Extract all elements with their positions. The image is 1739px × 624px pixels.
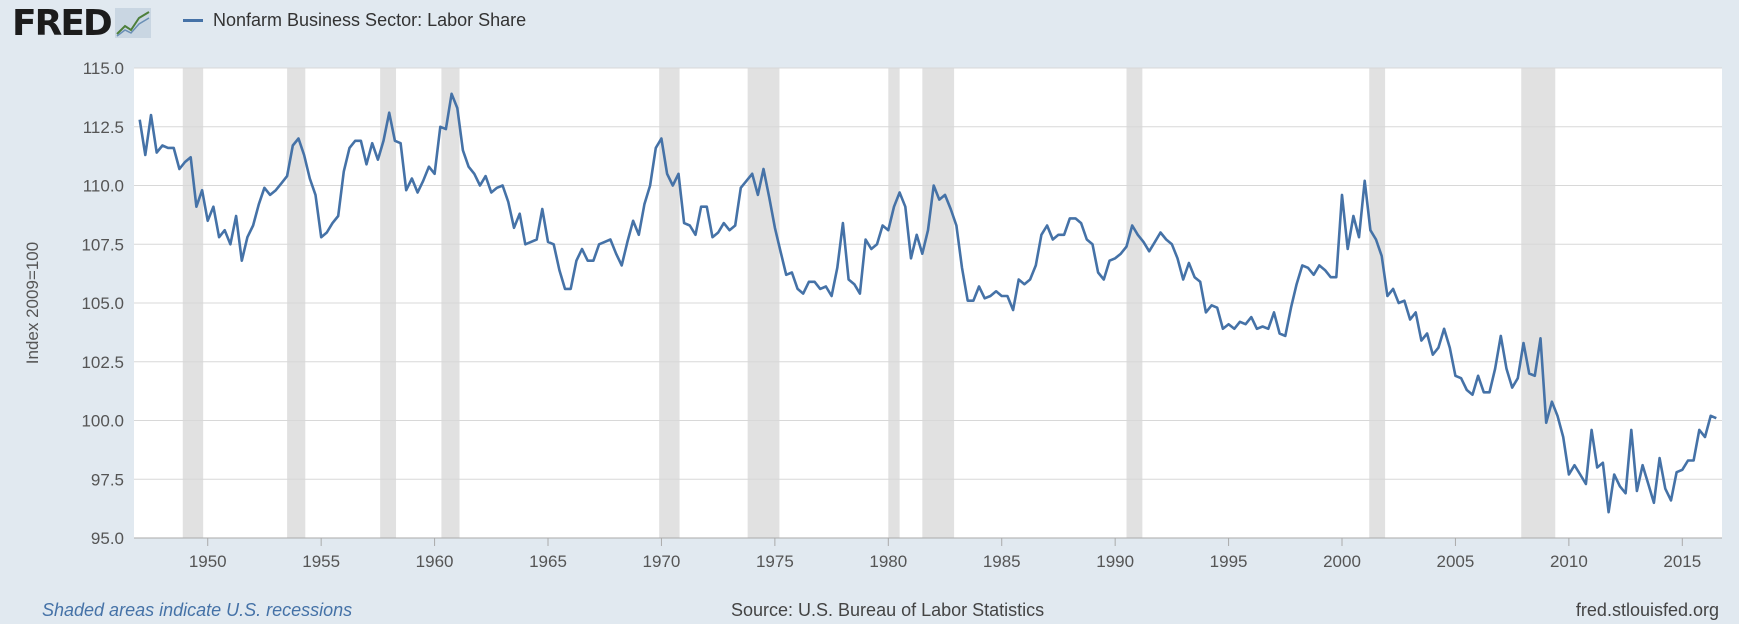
x-tick-label: 2015: [1663, 552, 1701, 571]
x-tick-label: 1965: [529, 552, 567, 571]
legend-series-label: Nonfarm Business Sector: Labor Share: [213, 10, 527, 30]
x-tick-label: 1955: [302, 552, 340, 571]
y-tick-label: 112.5: [83, 118, 124, 137]
x-tick-label: 1995: [1210, 552, 1248, 571]
y-tick-label: 97.5: [91, 470, 124, 489]
x-tick-label: 1985: [983, 552, 1021, 571]
legend-swatch: [183, 19, 203, 22]
x-tick-label: 2010: [1550, 552, 1588, 571]
y-tick-label: 110.0: [83, 177, 124, 196]
series-line[interactable]: [138, 92, 1717, 514]
recession-note: Shaded areas indicate U.S. recessions: [42, 600, 353, 620]
x-tick-label: 1950: [189, 552, 227, 571]
source-note: Source: U.S. Bureau of Labor Statistics: [731, 600, 1045, 620]
gridlines: [134, 67, 1722, 539]
line-graph-icon: [114, 8, 151, 38]
chart-header: FRED Nonfarm Business Sector: Labor Shar…: [0, 0, 1739, 50]
y-axis-ticks: 95.0 97.5 100.0 102.5 105.0 107.5 110.0 112.5 11…: [81, 59, 124, 548]
y-tick-label: 102.5: [81, 353, 124, 372]
x-tick-label: 1960: [416, 552, 454, 571]
x-tick-label: 1970: [643, 552, 681, 571]
x-tick-label: 2005: [1437, 552, 1475, 571]
x-axis-ticks: 1950 1955 1960 1965 1970 1975 1980 1985 1990 1995…: [189, 538, 1701, 571]
fred-logo-text: FRED: [12, 2, 113, 44]
site-link[interactable]: fred.stlouisfed.org: [1575, 600, 1719, 620]
y-tick-label: 105.0: [81, 294, 124, 313]
fred-logo[interactable]: FRED: [12, 2, 151, 44]
y-tick-label: 100.0: [81, 412, 124, 431]
x-tick-label: 1975: [756, 552, 794, 571]
y-tick-label: 115.0: [83, 59, 124, 78]
line-chart: 95.0 97.5 100.0 102.5 105.0 107.5 110.0 112.5 11…: [23, 59, 1722, 571]
x-tick-label: 1990: [1096, 552, 1134, 571]
x-tick-label: 2000: [1323, 552, 1361, 571]
y-tick-label: 95.0: [91, 529, 124, 548]
y-axis-label: Index 2009=100: [23, 242, 42, 364]
x-tick-label: 1980: [869, 552, 907, 571]
y-tick-label: 107.5: [81, 235, 124, 254]
chart-legend: Nonfarm Business Sector: Labor Share: [183, 10, 526, 31]
